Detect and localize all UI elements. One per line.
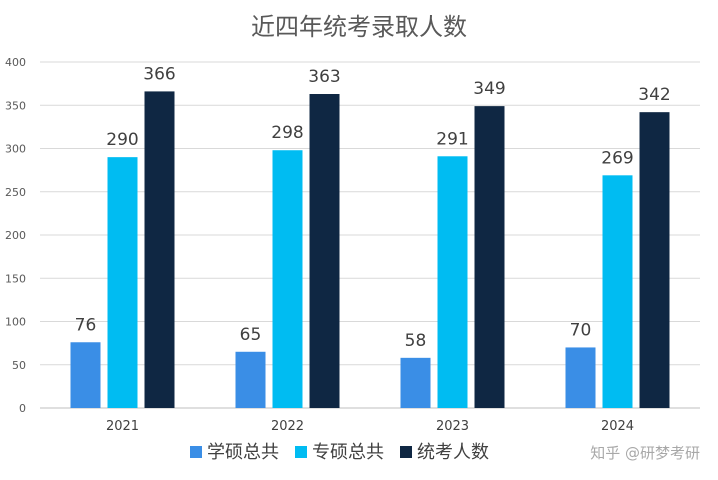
- y-tick-label: 400: [5, 56, 26, 69]
- y-tick-label: 350: [5, 99, 26, 112]
- bar: [107, 157, 138, 408]
- x-tick-label: 2022: [271, 419, 304, 434]
- x-tick-label: 2024: [601, 419, 634, 434]
- data-label: 290: [106, 130, 138, 150]
- bar: [70, 342, 101, 408]
- x-tick-label: 2021: [106, 419, 139, 434]
- y-tick-label: 200: [5, 229, 26, 242]
- bar: [309, 94, 340, 408]
- data-label: 269: [601, 148, 633, 168]
- legend-swatch: [190, 446, 202, 458]
- bars: 76 290 366 65 298 363 58 291 349 70 269 342: [70, 64, 671, 409]
- bar: [235, 351, 266, 408]
- bar: [639, 112, 670, 409]
- legend-label: 学硕总共: [207, 442, 279, 463]
- data-label: 65: [240, 325, 262, 345]
- bar: [400, 357, 431, 408]
- data-label: 76: [75, 315, 97, 335]
- legend-label: 专硕总共: [312, 442, 384, 463]
- bar: [437, 156, 468, 408]
- chart-title: 近四年统考录取人数: [251, 13, 467, 41]
- legend: 学硕总共 专硕总共 统考人数: [190, 442, 489, 463]
- data-label: 298: [271, 123, 303, 143]
- x-tick-label: 2023: [436, 419, 469, 434]
- y-tick-label: 50: [12, 359, 26, 372]
- data-label: 349: [473, 79, 505, 99]
- legend-swatch: [400, 446, 412, 458]
- data-label: 342: [638, 85, 670, 105]
- data-label: 363: [308, 67, 340, 87]
- bar: [602, 175, 633, 408]
- legend-swatch: [295, 446, 307, 458]
- y-tick-label: 150: [5, 272, 26, 285]
- watermark-text: 知乎 @研梦考研: [590, 444, 700, 462]
- bar: [474, 106, 505, 409]
- y-tick-label: 250: [5, 186, 26, 199]
- bar: [565, 347, 596, 408]
- data-label: 291: [436, 129, 468, 149]
- y-axis-ticks: 0 50 100 150 200 250 300 350 400: [5, 56, 26, 415]
- legend-label: 统考人数: [417, 442, 489, 463]
- x-axis-ticks: 2021 2022 2023 2024: [106, 419, 634, 434]
- y-tick-label: 300: [5, 143, 26, 156]
- data-label: 366: [143, 64, 175, 84]
- bar: [144, 91, 175, 408]
- bar: [272, 150, 303, 409]
- y-tick-label: 100: [5, 316, 26, 329]
- data-label: 58: [405, 331, 427, 351]
- y-tick-label: 0: [19, 402, 26, 415]
- data-label: 70: [570, 320, 592, 340]
- gridlines: [40, 61, 700, 409]
